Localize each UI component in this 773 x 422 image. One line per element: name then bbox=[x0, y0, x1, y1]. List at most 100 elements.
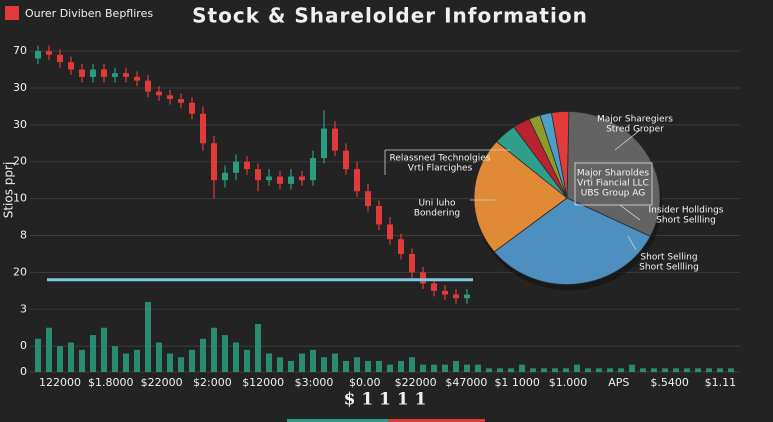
volume-bar bbox=[167, 353, 173, 372]
volume-bar bbox=[288, 360, 294, 372]
x-tick-label: $12000 bbox=[242, 376, 284, 389]
candle-body bbox=[365, 191, 371, 206]
volume-bar bbox=[101, 327, 107, 372]
x-tick-label: $22000 bbox=[141, 376, 183, 389]
candle-body bbox=[68, 62, 74, 70]
candle-body bbox=[178, 99, 184, 103]
candle-body bbox=[442, 290, 448, 295]
candle-body bbox=[244, 161, 250, 170]
candle-body bbox=[431, 283, 437, 291]
y-tick-label: 0 bbox=[20, 339, 27, 352]
volume-bar bbox=[596, 368, 602, 372]
volume-bar bbox=[475, 364, 481, 372]
annotation: Stred Groper bbox=[606, 125, 664, 135]
volume-bar bbox=[222, 335, 228, 372]
annotation: Insider Holldings bbox=[649, 206, 724, 216]
volume-bar bbox=[156, 342, 162, 372]
volume-bar bbox=[321, 357, 327, 372]
volume-bar bbox=[68, 342, 74, 372]
candles bbox=[35, 45, 473, 304]
annotation: Bondering bbox=[414, 209, 460, 219]
candle-body bbox=[453, 294, 459, 299]
volume-bar bbox=[35, 338, 41, 372]
volume-bar bbox=[178, 357, 184, 372]
volume-bar bbox=[629, 364, 635, 372]
x-tick-label: $2:000 bbox=[193, 376, 232, 389]
annotation: Uni luho bbox=[418, 199, 456, 209]
y-tick-label: 8 bbox=[20, 229, 27, 242]
candle-body bbox=[343, 150, 349, 170]
volume-bar bbox=[79, 349, 85, 372]
volume-bar bbox=[365, 360, 371, 372]
candle-body bbox=[387, 224, 393, 240]
volume-bar bbox=[255, 324, 261, 372]
annotation: UBS Group AG bbox=[581, 189, 645, 199]
candle-body bbox=[167, 95, 173, 100]
x-tick-label: $1.11 bbox=[705, 376, 737, 389]
volume-bar bbox=[189, 349, 195, 372]
volume-bar bbox=[420, 364, 426, 372]
x-tick-label: $1.8000 bbox=[88, 376, 134, 389]
volume-bar bbox=[508, 368, 514, 372]
candle-body bbox=[57, 54, 63, 63]
candle-body bbox=[332, 128, 338, 151]
pie-slice bbox=[473, 141, 568, 253]
footer-bar bbox=[388, 419, 485, 422]
candle-body bbox=[255, 169, 261, 181]
candle-body bbox=[101, 69, 107, 77]
candle-body bbox=[409, 253, 415, 273]
candle-body bbox=[321, 128, 327, 159]
annotation: Relassned Technolgies bbox=[390, 154, 491, 164]
candle-body bbox=[222, 172, 228, 181]
volume-bar bbox=[343, 360, 349, 372]
volume-bar bbox=[387, 364, 393, 372]
candle-body bbox=[156, 91, 162, 96]
y-tick-label: 0 bbox=[20, 365, 27, 378]
annotation: Major Sharegiers bbox=[597, 115, 673, 125]
y-tick-label: 70 bbox=[13, 44, 27, 57]
volume-bar bbox=[453, 360, 459, 372]
pie bbox=[473, 111, 662, 291]
volume-bar bbox=[574, 364, 580, 372]
y-tick-label: 3 bbox=[20, 302, 27, 315]
x-tick-label: $1.000 bbox=[549, 376, 588, 389]
x-tick-label: $22000 bbox=[395, 376, 437, 389]
x-tick-label: 122000 bbox=[39, 376, 81, 389]
volume-bar bbox=[662, 368, 668, 372]
volume-bar bbox=[46, 327, 52, 372]
volume-bar bbox=[618, 368, 624, 372]
volume-bar bbox=[519, 364, 525, 372]
candle-body bbox=[420, 272, 426, 284]
volume-bar bbox=[442, 364, 448, 372]
candle-body bbox=[134, 76, 140, 81]
volume-bar bbox=[266, 353, 272, 372]
annotation: Vrti Fiancial LLC bbox=[577, 179, 649, 189]
y-tick-label: 10 bbox=[13, 192, 27, 205]
candle-body bbox=[464, 294, 470, 299]
candle-body bbox=[46, 51, 52, 55]
volume-bar bbox=[728, 368, 734, 372]
volume-bar bbox=[431, 364, 437, 372]
volume bbox=[35, 301, 734, 372]
candle-body bbox=[288, 176, 294, 184]
volume-bar bbox=[354, 357, 360, 372]
volume-bar bbox=[310, 349, 316, 372]
candle-body bbox=[310, 158, 316, 181]
candle-body bbox=[79, 69, 85, 77]
candle-body bbox=[398, 239, 404, 254]
candle-body bbox=[145, 80, 151, 92]
volume-bar bbox=[90, 335, 96, 372]
volume-bar bbox=[376, 360, 382, 372]
candle-body bbox=[211, 143, 217, 181]
volume-bar bbox=[530, 368, 536, 372]
footer-bar bbox=[287, 419, 388, 422]
candle-body bbox=[112, 73, 118, 77]
annotation: Major Sharoldes bbox=[577, 169, 650, 179]
candle-body bbox=[189, 102, 195, 114]
subtitle: $ 1 1 1 1 bbox=[344, 390, 427, 410]
candle-body bbox=[233, 161, 239, 173]
x-tick-label: $0.00 bbox=[349, 376, 381, 389]
volume-bar bbox=[244, 349, 250, 372]
